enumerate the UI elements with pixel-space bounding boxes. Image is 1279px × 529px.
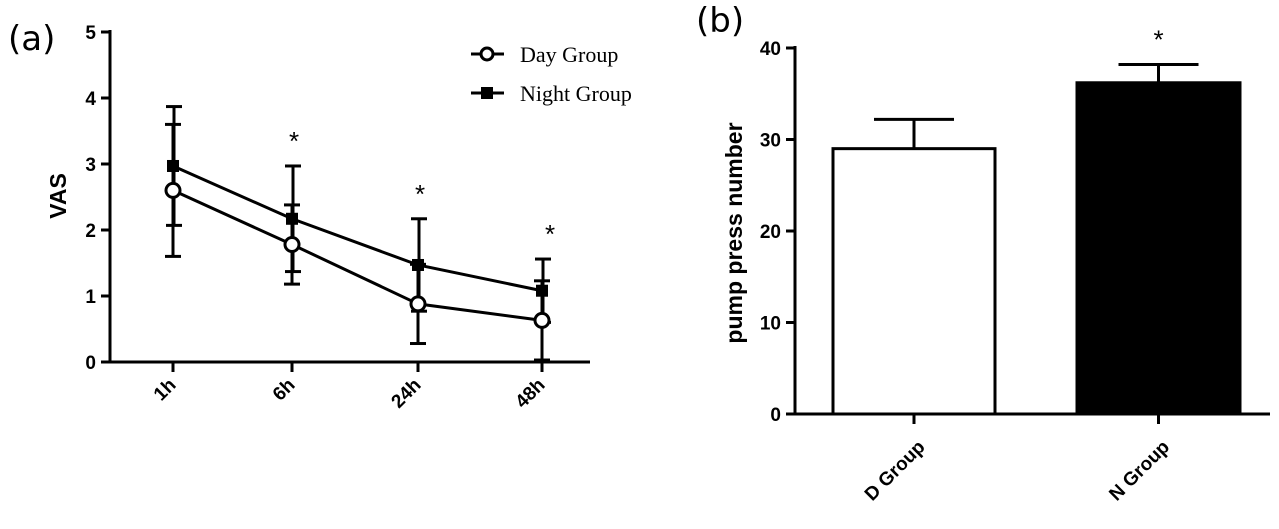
significance-star: *: [415, 179, 425, 209]
panel-a-label: (a): [8, 19, 55, 59]
y-tick-label: 5: [85, 23, 96, 44]
significance-star: *: [289, 126, 299, 156]
y-tick-label: 3: [85, 155, 96, 176]
x-tick-label: 24h: [388, 375, 426, 413]
panel-a-y-axis-title: VAS: [45, 173, 71, 219]
day-group-point: [409, 295, 427, 313]
y-tick-label: 0: [85, 353, 96, 374]
y-tick-label: 30: [760, 131, 781, 152]
panel-b-x-ticks: D Group N Group: [861, 414, 1174, 505]
panel-a-error-bars: [165, 105, 551, 362]
panel-b-bars: [831, 81, 1242, 416]
panel-a-y-ticks: 0 1 2 3 4 5: [85, 23, 110, 374]
legend-night-marker: [481, 87, 493, 99]
panel-b-y-axis-title: pump press number: [721, 122, 747, 343]
y-tick-label: 1: [85, 287, 96, 308]
error-bar: [1118, 62, 1199, 83]
pump-bar-chart: (b) pump press number 0 10 20 30 40 D Group N…: [696, 1, 1270, 505]
d-group-bar: [831, 147, 997, 416]
panel-a-x-ticks: 1h 6h 24h 48h: [150, 362, 550, 413]
panel-a-points: [164, 159, 551, 329]
error-bar: [874, 117, 954, 149]
legend-day-label: Day Group: [520, 42, 618, 67]
y-tick-label: 40: [760, 39, 781, 60]
y-tick-label: 20: [760, 222, 781, 243]
night-group-point: [536, 284, 548, 297]
x-tick-label: 48h: [512, 375, 550, 413]
panel-b-error-bars: [874, 62, 1199, 149]
x-tick-label: N Group: [1105, 437, 1174, 506]
day-group-point: [164, 181, 182, 199]
legend-day-marker: [479, 46, 495, 62]
night-group-point: [167, 159, 179, 172]
y-tick-label: 2: [85, 221, 96, 242]
vas-line-chart: (a) VAS 0 1 2 3 4 5 1h 6h 24h 48h * * * Day Group …: [8, 19, 632, 413]
y-tick-label: 10: [760, 314, 781, 335]
day-group-point: [283, 236, 301, 254]
significance-star: *: [1153, 24, 1163, 54]
x-tick-label: D Group: [861, 437, 930, 506]
panel-a-axes: [108, 30, 590, 364]
x-tick-label: 1h: [150, 375, 181, 406]
night-group-point: [286, 212, 298, 225]
night-group-point: [412, 258, 424, 271]
panel-a-legend: Day Group Night Group: [471, 42, 632, 106]
panel-b-y-ticks: 0 10 20 30 40: [760, 39, 795, 426]
panel-b-label: (b): [696, 1, 744, 41]
panel-a-series-lines: [172, 164, 543, 322]
day-group-line: [172, 189, 543, 322]
y-tick-label: 4: [85, 89, 96, 110]
legend-night-label: Night Group: [520, 81, 632, 106]
significance-star: *: [545, 219, 555, 249]
night-group-line: [172, 164, 543, 293]
n-group-bar: [1075, 81, 1242, 416]
day-group-point: [533, 311, 551, 329]
y-tick-label: 0: [770, 405, 781, 426]
panel-b-significance: *: [1153, 24, 1163, 54]
x-tick-label: 6h: [269, 375, 300, 406]
panel-a-significance: * * *: [289, 126, 555, 249]
